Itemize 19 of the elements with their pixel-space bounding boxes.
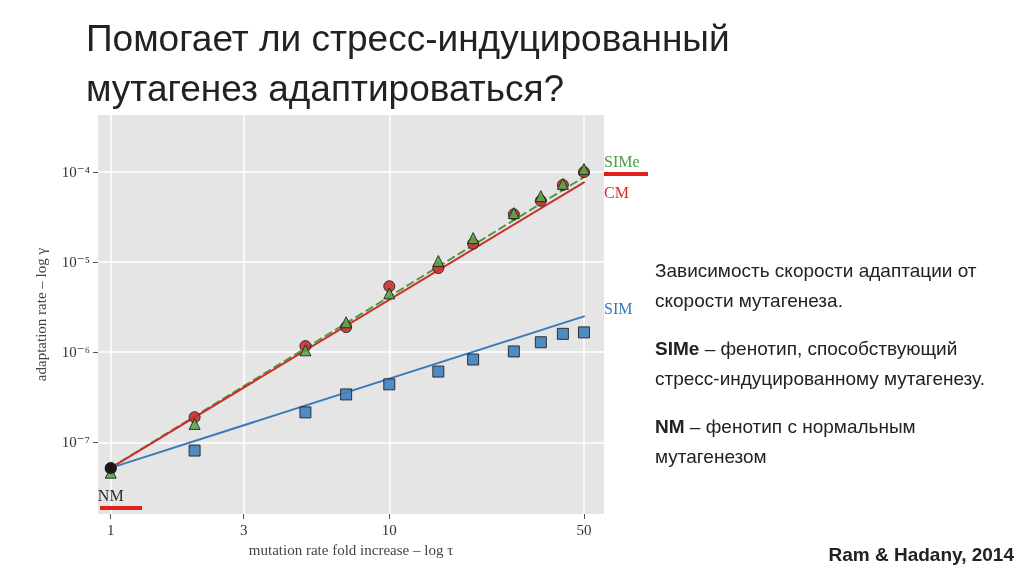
y-tick-label: 10⁻⁷ xyxy=(61,434,90,451)
x-axis-title: mutation rate fold increase – log τ xyxy=(248,541,454,558)
y-tick-label: 10⁻⁴ xyxy=(61,164,90,181)
text: Зависимость скорости адаптации от скорости мутагенеза. xyxy=(655,259,978,313)
x-tick-label: 3 xyxy=(239,521,248,538)
y-tick-label: 10⁻⁶ xyxy=(61,344,90,361)
x-tick-label: 10 xyxy=(381,521,397,538)
text: SIMe – фенотип, способствующий стресс-индуцированному мутагенезу. xyxy=(655,337,986,391)
x-tick-label: 1 xyxy=(107,521,115,538)
x-tick-label: 50 xyxy=(576,521,592,538)
y-tick-label: 10⁻⁵ xyxy=(61,254,90,271)
series-label: SIM xyxy=(603,299,633,317)
series-label: NM xyxy=(97,487,124,505)
chart-title: Помогает ли стресс-индуцированный мутагенез адаптироваться? xyxy=(86,17,731,111)
series-label: CM xyxy=(603,183,629,201)
y-axis-title: adaptation rate – log γ xyxy=(32,247,49,382)
text: Ram & Hadany, 2014 xyxy=(828,544,1014,566)
text: NM – фенотип с нормальным мутагенезом xyxy=(655,415,917,469)
series-label: SIMe xyxy=(603,152,640,170)
